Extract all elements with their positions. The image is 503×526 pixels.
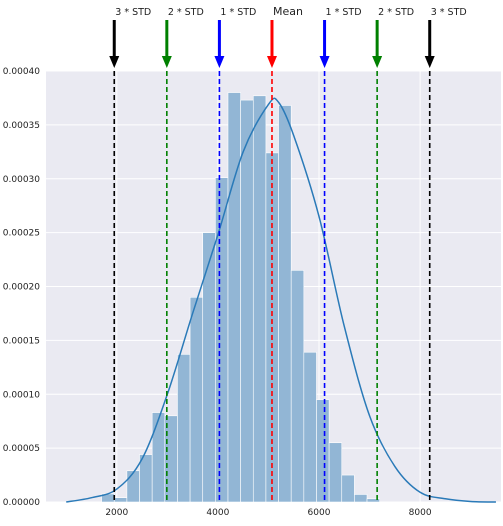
histogram-bar bbox=[341, 474, 355, 503]
y-tick-label: 0.00015 bbox=[3, 336, 40, 346]
y-tick-label: 0.00030 bbox=[3, 175, 40, 185]
x-tick-label: 6000 bbox=[308, 508, 331, 518]
histogram-bar bbox=[113, 497, 128, 503]
marker-arrow-head bbox=[214, 56, 225, 68]
marker-arrow-head bbox=[109, 56, 120, 68]
marker-arrow-head bbox=[424, 56, 435, 68]
marker-arrows: 3 * STD 2 * STD 1 * STD Mean 1 * STD 2 * STD 3… bbox=[109, 5, 467, 68]
histogram-bar bbox=[177, 354, 191, 503]
histogram-bar bbox=[252, 95, 267, 503]
marker-label: 2 * STD bbox=[168, 7, 204, 18]
histogram-bar bbox=[278, 105, 292, 503]
x-tick-label: 4000 bbox=[206, 508, 229, 518]
histogram-bar bbox=[215, 177, 229, 503]
marker-label: 1 * STD bbox=[326, 7, 362, 18]
marker-label: 2 * STD bbox=[378, 7, 414, 18]
histogram-bar bbox=[227, 92, 241, 503]
marker-arrow-head bbox=[372, 56, 383, 68]
y-tick-label: 0.00040 bbox=[3, 67, 40, 77]
marker-label: 1 * STD bbox=[220, 7, 256, 18]
x-tick-label: 8000 bbox=[409, 508, 432, 518]
histogram-bars bbox=[101, 92, 380, 503]
x-axis-ticks: 2000 4000 6000 8000 bbox=[105, 508, 432, 518]
y-tick-label: 0.00010 bbox=[3, 390, 40, 400]
y-tick-label: 0.00035 bbox=[3, 121, 40, 131]
histogram-bar bbox=[316, 399, 330, 503]
histogram-bar bbox=[126, 470, 140, 503]
histogram-bar bbox=[328, 442, 343, 503]
histogram-bar bbox=[139, 454, 153, 503]
y-tick-label: 0.00005 bbox=[3, 444, 40, 454]
histogram-bar bbox=[151, 412, 166, 503]
y-tick-label: 0.00000 bbox=[3, 498, 40, 508]
histogram-bar bbox=[366, 498, 380, 503]
histogram-bar bbox=[354, 494, 368, 503]
x-tick-label: 2000 bbox=[105, 508, 128, 518]
y-tick-label: 0.00020 bbox=[3, 283, 40, 293]
marker-label: Mean bbox=[273, 5, 303, 18]
marker-label: 3 * STD bbox=[431, 7, 467, 18]
histogram-bar bbox=[189, 296, 204, 503]
y-axis-ticks: 0.00000 0.00005 0.00010 0.00015 0.00020 0.000… bbox=[3, 67, 40, 508]
histogram-bar bbox=[240, 99, 254, 503]
histogram-bar bbox=[303, 351, 317, 503]
marker-arrow-head bbox=[161, 56, 172, 68]
kde-curve bbox=[66, 97, 496, 503]
marker-label: 3 * STD bbox=[115, 7, 151, 18]
y-tick-label: 0.00025 bbox=[3, 229, 40, 239]
histogram-bar bbox=[290, 270, 305, 503]
histogram-bar bbox=[202, 232, 216, 503]
marker-arrow-head bbox=[266, 56, 277, 68]
marker-arrow-head bbox=[319, 56, 330, 68]
